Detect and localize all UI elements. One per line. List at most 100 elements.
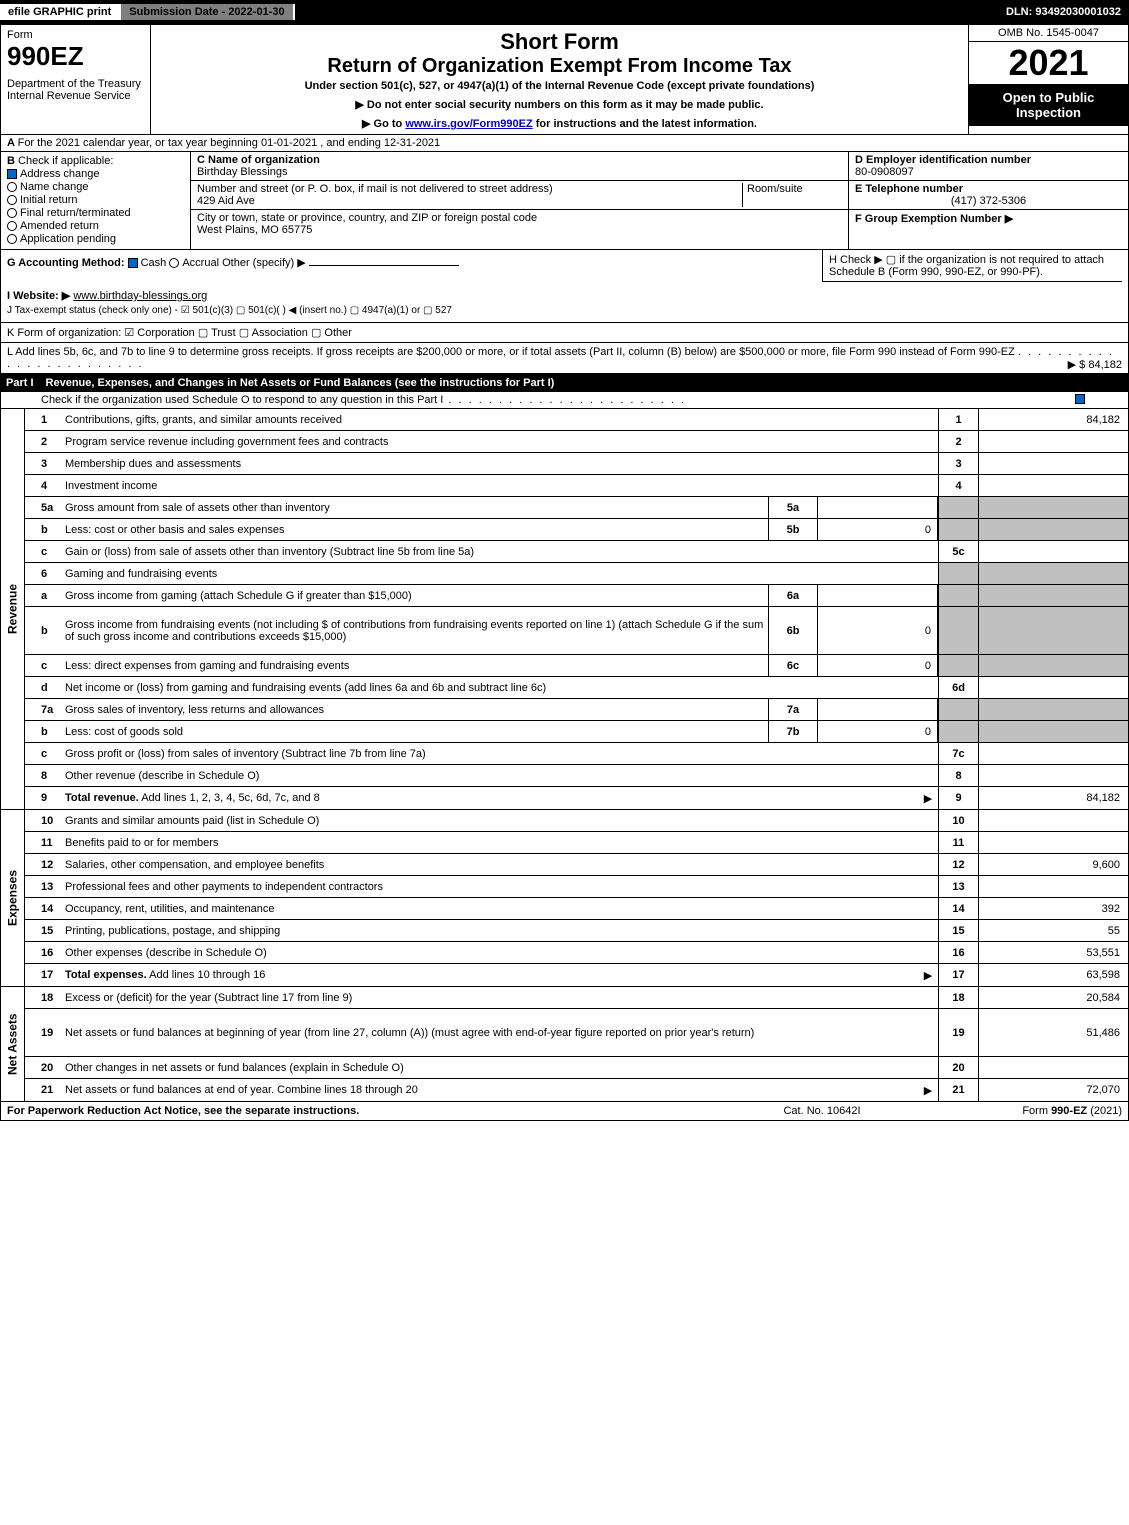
line-value-col	[978, 832, 1128, 853]
line-number: 17	[25, 969, 61, 981]
table-row: aGross income from gaming (attach Schedu…	[25, 585, 1128, 607]
line-description: Total revenue. Add lines 1, 2, 3, 4, 5c,…	[61, 790, 918, 806]
line-value-col	[978, 810, 1128, 831]
form-word: Form	[7, 29, 144, 41]
other-input[interactable]	[309, 265, 459, 266]
line-number: 6	[25, 568, 61, 580]
line-description: Gain or (loss) from sale of assets other…	[61, 544, 938, 560]
b-heading-text: Check if applicable:	[18, 155, 113, 167]
line-number: 9	[25, 792, 61, 804]
efile-label[interactable]: efile GRAPHIC print	[0, 4, 121, 20]
row-l-text: L Add lines 5b, 6c, and 7b to line 9 to …	[7, 346, 1015, 358]
cash-checkbox-icon[interactable]	[128, 258, 138, 268]
cash-label: Cash	[141, 257, 167, 269]
line-description: Gross income from fundraising events (no…	[61, 617, 768, 645]
top-bar: efile GRAPHIC print Submission Date - 20…	[0, 0, 1129, 24]
c-name-cell: C Name of organization Birthday Blessing…	[191, 152, 848, 181]
line-description: Other revenue (describe in Schedule O)	[61, 768, 938, 784]
line-description: Total expenses. Add lines 10 through 16	[61, 967, 918, 983]
line-value-col	[978, 497, 1128, 518]
line-value-col	[978, 721, 1128, 742]
submission-date: Submission Date - 2022-01-30	[121, 4, 294, 20]
line-number: 12	[25, 859, 61, 871]
footer-right: Form Form 990-EZ (2021)990-EZ (2021)	[922, 1105, 1122, 1117]
line-description: Membership dues and assessments	[61, 456, 938, 472]
chk-label: Address change	[20, 168, 100, 180]
line-description: Net assets or fund balances at beginning…	[61, 1025, 938, 1041]
sub-line-val: 0	[818, 655, 938, 676]
line-description: Net assets or fund balances at end of ye…	[61, 1082, 918, 1098]
ein-value: 80-0908097	[855, 166, 914, 178]
line-value-col	[978, 607, 1128, 654]
line-value-col	[978, 563, 1128, 584]
chk-final-return[interactable]: Final return/terminated	[7, 207, 184, 219]
line-value-col: 72,070	[978, 1079, 1128, 1101]
irs-link[interactable]: www.irs.gov/Form990EZ	[405, 118, 532, 130]
chk-amended-return[interactable]: Amended return	[7, 220, 184, 232]
city-value: West Plains, MO 65775	[197, 224, 312, 236]
line-description: Excess or (deficit) for the year (Subtra…	[61, 990, 938, 1006]
line-ref-col: 21	[938, 1079, 978, 1101]
chk-application-pending[interactable]: Application pending	[7, 233, 184, 245]
sub-line-col: 7a	[768, 699, 818, 720]
table-row: 18Excess or (deficit) for the year (Subt…	[25, 987, 1128, 1009]
part1-header: Part I Revenue, Expenses, and Changes in…	[0, 374, 1129, 392]
dln-label: DLN: 93492030001032	[998, 4, 1129, 20]
website-link[interactable]: www.birthday-blessings.org	[73, 290, 207, 302]
line-value-col: 63,598	[978, 964, 1128, 986]
table-row: 17Total expenses. Add lines 10 through 1…	[25, 964, 1128, 986]
sub-line-col: 6c	[768, 655, 818, 676]
sub-line-col: 5b	[768, 519, 818, 540]
group-label: F Group Exemption Number ▶	[855, 213, 1013, 225]
form-header: Form 990EZ Department of the Treasury In…	[0, 24, 1129, 135]
table-row: 12Salaries, other compensation, and empl…	[25, 854, 1128, 876]
table-row: 4Investment income4	[25, 475, 1128, 497]
checkbox-icon	[7, 195, 17, 205]
line-description: Gross profit or (loss) from sales of inv…	[61, 746, 938, 762]
table-row: bGross income from fundraising events (n…	[25, 607, 1128, 655]
table-row: 19Net assets or fund balances at beginni…	[25, 1009, 1128, 1057]
footer-mid: Cat. No. 10642I	[722, 1105, 922, 1117]
line-number: 10	[25, 815, 61, 827]
part1-check-text: Check if the organization used Schedule …	[41, 394, 1067, 406]
chk-address-change[interactable]: Address change	[7, 168, 184, 180]
accrual-checkbox-icon[interactable]	[169, 258, 179, 268]
dept-label: Department of the Treasury Internal Reve…	[7, 78, 144, 102]
header-right: OMB No. 1545-0047 2021 Open to Public In…	[968, 25, 1128, 134]
line-number: 15	[25, 925, 61, 937]
table-row: bLess: cost of goods sold7b0	[25, 721, 1128, 743]
part1-checkbox-icon[interactable]	[1075, 394, 1085, 404]
row-a-text: For the 2021 calendar year, or tax year …	[18, 137, 441, 149]
line-value-col	[978, 765, 1128, 786]
line-description: Less: direct expenses from gaming and fu…	[61, 658, 768, 674]
revenue-table: Revenue 1Contributions, gifts, grants, a…	[0, 409, 1129, 810]
i-label: I Website: ▶	[7, 290, 70, 302]
street-value: 429 Aid Ave	[197, 195, 255, 207]
d-ein-cell: D Employer identification number 80-0908…	[849, 152, 1128, 181]
line-description: Grants and similar amounts paid (list in…	[61, 813, 938, 829]
goto-line: ▶ Go to www.irs.gov/Form990EZ for instru…	[159, 117, 960, 130]
checkbox-icon	[7, 234, 17, 244]
line-number: 3	[25, 458, 61, 470]
line-ref-col	[938, 585, 978, 606]
chk-name-change[interactable]: Name change	[7, 181, 184, 193]
line-ref-col: 1	[938, 409, 978, 430]
line-value-col: 84,182	[978, 409, 1128, 430]
header-mid: Short Form Return of Organization Exempt…	[151, 25, 968, 134]
line-ref-col: 20	[938, 1057, 978, 1078]
goto-post: for instructions and the latest informat…	[536, 118, 757, 130]
arrow-icon: ▶	[918, 969, 938, 982]
line-number: 11	[25, 837, 61, 849]
chk-initial-return[interactable]: Initial return	[7, 194, 184, 206]
form-number: 990EZ	[7, 41, 144, 72]
line-value-col	[978, 743, 1128, 764]
line-number: 18	[25, 992, 61, 1004]
line-value-col	[978, 655, 1128, 676]
line-number: 20	[25, 1062, 61, 1074]
line-value-col	[978, 585, 1128, 606]
line-description: Gross income from gaming (attach Schedul…	[61, 588, 768, 604]
letter-a: A	[7, 137, 18, 149]
line-ref-col	[938, 519, 978, 540]
table-row: 2Program service revenue including gover…	[25, 431, 1128, 453]
c-street-cell: Number and street (or P. O. box, if mail…	[191, 181, 848, 210]
